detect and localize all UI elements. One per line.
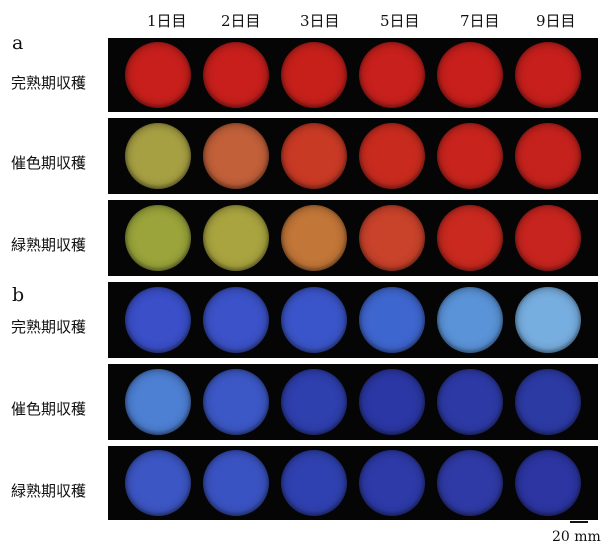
fruit-image [515,369,581,435]
fruit-image [515,450,581,516]
fruit-image [281,369,347,435]
fruit-image [125,205,191,271]
fruit-image [281,450,347,516]
section-label-b: b [12,284,25,306]
day-label: 5日目 [380,12,420,30]
section-label-a: a [12,32,24,54]
row-label: 緑熟期収穫 [11,482,87,500]
fruit-image [437,42,503,108]
fruit-image [125,42,191,108]
fruit-image [515,123,581,189]
fruit-image [359,123,425,189]
fruit-image [203,450,269,516]
photo-panel [108,200,598,276]
fruit-image [203,287,269,353]
photo-panel [108,282,598,358]
day-label: 7日目 [460,12,500,30]
fruit-image [515,42,581,108]
scale-bar-label: 20 mm [552,529,601,545]
fruit-image [203,205,269,271]
row-label: 完熟期収穫 [11,74,87,92]
fruit-image [359,369,425,435]
row-label: 催色期収穫 [11,400,87,418]
fruit-image [359,205,425,271]
fruit-image [359,287,425,353]
fruit-image [515,205,581,271]
day-label: 3日目 [300,12,340,30]
fruit-image [125,369,191,435]
day-label: 1日目 [147,12,187,30]
fruit-image [359,450,425,516]
fruit-image [437,369,503,435]
photo-panel [108,38,598,112]
fruit-image [515,287,581,353]
scale-bar [570,521,588,523]
fruit-image [281,205,347,271]
fruit-image [281,287,347,353]
fruit-image [437,123,503,189]
fruit-image [437,450,503,516]
fruit-image [203,123,269,189]
row-label: 催色期収穫 [11,154,87,172]
fruit-image [281,42,347,108]
photo-panel [108,446,598,520]
day-label: 2日目 [221,12,261,30]
row-label: 緑熟期収穫 [11,236,87,254]
fruit-image [203,369,269,435]
fruit-image [203,42,269,108]
photo-panel [108,364,598,440]
fruit-image [125,450,191,516]
row-label: 完熟期収穫 [11,318,87,336]
day-label: 9日目 [536,12,576,30]
fruit-image [437,205,503,271]
fruit-image [359,42,425,108]
fruit-image [125,287,191,353]
photo-panel [108,118,598,194]
fruit-image [437,287,503,353]
fruit-image [281,123,347,189]
fruit-image [125,123,191,189]
